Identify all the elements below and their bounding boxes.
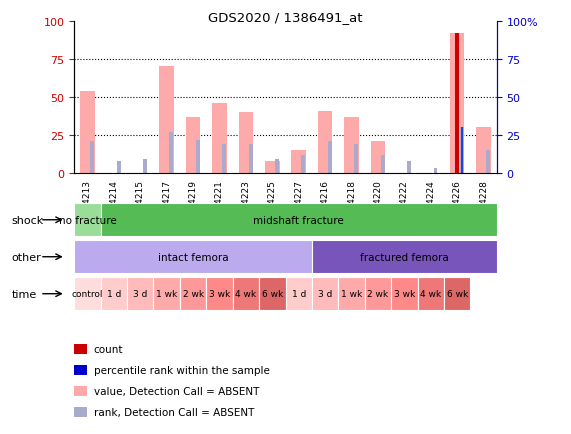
Bar (291, 151, 306, 174)
Text: GDS2020 / 1386491_at: GDS2020 / 1386491_at (208, 11, 363, 24)
Text: 6 wk: 6 wk (447, 289, 468, 299)
Text: no fracture: no fracture (59, 215, 116, 225)
Bar (143, 160, 147, 174)
Text: 1 wk: 1 wk (156, 289, 177, 299)
Bar (170, 133, 174, 174)
Text: other: other (11, 252, 41, 262)
Text: 4 wk: 4 wk (420, 289, 441, 299)
Bar (222, 145, 226, 174)
Bar (433, 169, 437, 174)
Text: 1 wk: 1 wk (341, 289, 362, 299)
Bar (455, 34, 459, 174)
Bar (407, 161, 411, 174)
Bar (265, 161, 280, 174)
Bar (318, 111, 332, 174)
Text: 6 wk: 6 wk (262, 289, 283, 299)
Bar (196, 140, 200, 174)
Bar (381, 155, 385, 174)
Text: time: time (11, 289, 37, 299)
Bar (90, 141, 94, 174)
Text: percentile rank within the sample: percentile rank within the sample (94, 365, 270, 375)
Text: value, Detection Call = ABSENT: value, Detection Call = ABSENT (94, 386, 259, 396)
Text: count: count (94, 345, 123, 354)
Bar (275, 160, 279, 174)
Bar (301, 155, 305, 174)
Text: 3 wk: 3 wk (394, 289, 415, 299)
Text: midshaft fracture: midshaft fracture (254, 215, 344, 225)
Text: intact femora: intact femora (158, 252, 228, 262)
Bar (486, 151, 490, 174)
Text: 2 wk: 2 wk (367, 289, 388, 299)
Bar (354, 145, 358, 174)
Bar (460, 128, 464, 174)
Text: rank, Detection Call = ABSENT: rank, Detection Call = ABSENT (94, 407, 254, 417)
Text: fractured femora: fractured femora (360, 252, 449, 262)
Text: 1 d: 1 d (107, 289, 121, 299)
Text: 3 d: 3 d (133, 289, 147, 299)
Bar (212, 104, 227, 174)
Bar (80, 92, 95, 174)
Bar (450, 34, 464, 174)
Text: 2 wk: 2 wk (183, 289, 204, 299)
Bar (248, 145, 252, 174)
Text: 1 d: 1 d (292, 289, 306, 299)
Text: 4 wk: 4 wk (235, 289, 256, 299)
Text: shock: shock (11, 215, 43, 225)
Text: 3 d: 3 d (318, 289, 332, 299)
Bar (476, 128, 491, 174)
Bar (371, 141, 385, 174)
Bar (328, 141, 332, 174)
Text: 3 wk: 3 wk (209, 289, 230, 299)
Bar (239, 113, 253, 174)
Text: control: control (72, 289, 103, 299)
Bar (159, 67, 174, 174)
Bar (116, 161, 120, 174)
Bar (344, 117, 359, 174)
Bar (461, 128, 463, 174)
Bar (186, 117, 200, 174)
